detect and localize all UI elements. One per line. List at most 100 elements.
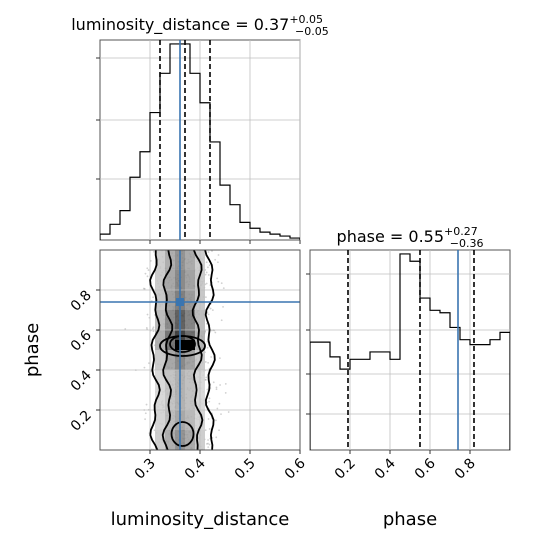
sample-point (208, 443, 211, 446)
joint-density-panel (96, 249, 301, 454)
sample-point (146, 275, 149, 278)
x-tick-label: 0.8 (452, 456, 479, 483)
sample-point (204, 361, 207, 363)
sample-point (208, 428, 211, 430)
density-cell (185, 250, 195, 270)
x-tick-label: 0.6 (282, 455, 309, 482)
sample-point (224, 383, 227, 385)
sample-point (207, 439, 209, 441)
density-core (175, 340, 195, 350)
sample-point (218, 402, 221, 405)
density-cell (185, 270, 195, 290)
density-cell (185, 370, 195, 390)
sample-point (227, 411, 230, 413)
tick-marks (96, 57, 301, 244)
sample-point (205, 271, 208, 274)
sample-point (204, 429, 207, 432)
contour-lines (149, 250, 216, 450)
sample-point (207, 442, 209, 445)
density-cell (165, 350, 175, 370)
sample-point (207, 418, 210, 420)
sample-point (222, 305, 224, 308)
truth-marker (100, 250, 300, 450)
sample-point (217, 280, 220, 283)
density-cell (155, 290, 165, 310)
density-cell (185, 410, 195, 430)
sample-point (216, 277, 219, 280)
sample-point (219, 384, 222, 386)
contour-outer-right (204, 250, 216, 450)
sample-point (153, 250, 155, 253)
sample-point (211, 250, 213, 252)
sample-point (210, 356, 213, 358)
density-cell (155, 270, 165, 290)
density-cell (165, 330, 175, 350)
sample-point (142, 287, 145, 290)
density-cell (185, 350, 195, 370)
density-cell (185, 310, 195, 330)
sample-point (211, 309, 214, 312)
sample-point (148, 362, 150, 365)
sample-point (143, 288, 146, 290)
y-tick-label: 0.6 (68, 327, 95, 354)
sample-point (215, 388, 218, 391)
histogram-title: phase = 0.55+0.27 −0.36 (337, 225, 484, 250)
sample-point (220, 413, 222, 415)
contour-core-inner (169, 335, 196, 353)
sample-point (212, 381, 215, 384)
sample-point (144, 272, 147, 275)
sample-point (204, 273, 207, 276)
density-cell (155, 330, 165, 350)
sample-point (152, 296, 154, 299)
sample-point (220, 319, 223, 322)
sample-point (146, 313, 149, 316)
sample-point (145, 326, 148, 329)
contour-mid-right (191, 250, 204, 450)
contour-outer-left (149, 250, 161, 450)
density-cell (155, 250, 165, 270)
sample-point (214, 258, 217, 261)
sample-point (207, 274, 210, 276)
sample-point (219, 357, 221, 360)
sample-point (146, 267, 149, 270)
gridlines (310, 250, 510, 450)
sample-point (217, 254, 220, 256)
x-axis-label-luminosity-distance: luminosity_distance (111, 509, 290, 530)
density-cell (155, 310, 165, 330)
density-cell (185, 390, 195, 410)
y-tick-label: 0.2 (68, 408, 95, 435)
sample-point (145, 403, 148, 406)
histogram-step-line (100, 43, 300, 240)
sample-point (209, 307, 212, 310)
sample-point (144, 418, 146, 421)
tick-marks (306, 273, 471, 454)
sample-point (206, 346, 209, 349)
density-cell (155, 350, 165, 370)
sample-point (214, 331, 217, 334)
density-cell (155, 370, 165, 390)
sample-point (152, 326, 155, 329)
sample-point (205, 376, 208, 379)
sample-point (208, 397, 211, 400)
sample-point (143, 366, 146, 369)
density-cell (165, 370, 175, 390)
histogram-title: luminosity_distance = 0.37+0.05 −0.05 (71, 13, 329, 38)
contour-bottom (170, 421, 195, 447)
sample-point (152, 330, 155, 333)
sample-point (205, 378, 207, 381)
sample-point (218, 429, 220, 432)
density-cell (165, 290, 175, 310)
luminosity-distance-histogram-panel: luminosity_distance = 0.37+0.05 −0.05 (71, 13, 329, 244)
x-tick-label: 0.4 (372, 455, 399, 482)
x-tick-label: 0.5 (232, 456, 259, 483)
x-axis-label-phase: phase (383, 509, 437, 530)
sample-point (206, 388, 209, 391)
sample-point (215, 419, 217, 422)
sample-point (216, 407, 219, 410)
phase-histogram-panel: phase = 0.55+0.27 −0.36 (306, 225, 511, 454)
sample-point (207, 313, 210, 316)
sample-point (144, 412, 147, 415)
sample-point (207, 446, 210, 449)
density-cell (155, 410, 165, 430)
